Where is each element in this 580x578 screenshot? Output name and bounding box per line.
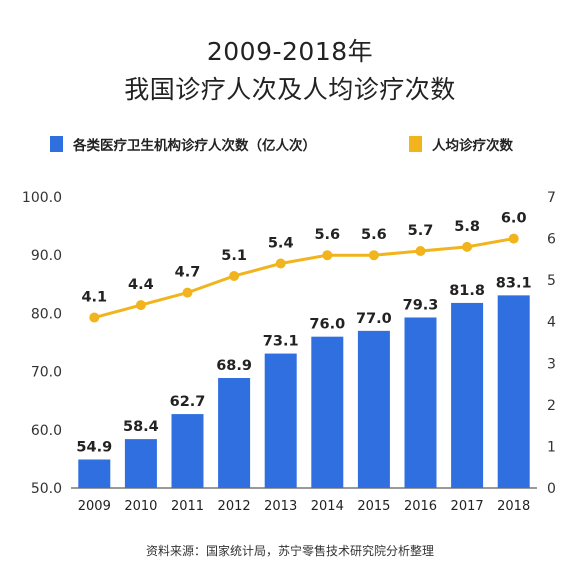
line-value-label: 5.1 bbox=[221, 248, 247, 264]
line-value-label: 4.4 bbox=[128, 277, 154, 293]
y-left-tick-label: 70.0 bbox=[31, 365, 62, 381]
y-left-tick-label: 60.0 bbox=[31, 423, 62, 439]
y-left-tick-label: 90.0 bbox=[31, 248, 62, 264]
bar-value-label: 62.7 bbox=[170, 394, 206, 410]
x-tick-label: 2012 bbox=[218, 499, 251, 514]
line-series-path bbox=[93, 237, 514, 320]
legend-item-per-capita: 人均诊疗次数 bbox=[409, 134, 513, 154]
y-right-tick-label: 3 bbox=[547, 356, 556, 372]
line-point bbox=[275, 258, 286, 269]
y-right-tick-label: 2 bbox=[547, 398, 556, 414]
line-value-label: 4.1 bbox=[81, 290, 107, 306]
line-point bbox=[182, 287, 193, 298]
legend-label-per-capita: 人均诊疗次数 bbox=[432, 138, 513, 154]
x-tick-label: 2017 bbox=[451, 499, 484, 514]
chart-title-line1: 2009-2018年 bbox=[206, 37, 374, 66]
y-right-tick-label: 7 bbox=[547, 190, 556, 206]
line-point bbox=[368, 250, 379, 261]
x-tick-label: 2014 bbox=[311, 499, 344, 514]
y-left-tick-label: 50.0 bbox=[31, 481, 62, 497]
x-tick-label: 2016 bbox=[404, 499, 437, 514]
bar-value-label: 58.4 bbox=[123, 419, 159, 435]
x-tick-label: 2018 bbox=[497, 499, 530, 514]
bar bbox=[264, 353, 297, 488]
bar-value-label: 81.8 bbox=[449, 283, 485, 299]
x-tick-label: 2015 bbox=[357, 499, 390, 514]
x-tick-label: 2013 bbox=[264, 499, 297, 514]
x-tick-label: 2009 bbox=[78, 499, 111, 514]
line-point bbox=[89, 312, 100, 323]
line-point bbox=[508, 233, 519, 244]
source-note: 资料来源：国家统计局，苏宁零售技术研究院分析整理 bbox=[145, 544, 434, 558]
bar bbox=[404, 317, 437, 488]
bar-value-label: 73.1 bbox=[263, 334, 299, 350]
bar bbox=[497, 295, 530, 488]
y-left-tick-label: 80.0 bbox=[31, 306, 62, 322]
y-right-tick-label: 4 bbox=[547, 315, 556, 331]
bar-value-label: 83.1 bbox=[496, 275, 532, 291]
bar bbox=[357, 330, 390, 488]
legend-item-visits: 各类医疗卫生机构诊疗人次数（亿人次） bbox=[50, 134, 316, 154]
line-value-label: 6.0 bbox=[501, 211, 527, 227]
y-right-tick-label: 6 bbox=[547, 232, 556, 248]
bar bbox=[171, 414, 204, 488]
line-value-label: 5.4 bbox=[268, 236, 294, 252]
bar-value-label: 76.0 bbox=[309, 317, 345, 333]
line-point bbox=[415, 246, 426, 257]
y-right-tick-label: 0 bbox=[547, 481, 556, 497]
y-left-tick-label: 100.0 bbox=[22, 190, 62, 206]
legend-label-visits: 各类医疗卫生机构诊疗人次数（亿人次） bbox=[73, 138, 316, 154]
line-value-label: 4.7 bbox=[175, 265, 201, 281]
bar bbox=[78, 459, 111, 488]
bar-value-label: 79.3 bbox=[403, 297, 439, 313]
legend-swatch-bar bbox=[50, 136, 63, 152]
x-tick-label: 2010 bbox=[124, 499, 157, 514]
line-value-label: 5.7 bbox=[408, 223, 434, 239]
y-right-tick-label: 5 bbox=[547, 273, 556, 289]
line-point bbox=[229, 270, 240, 281]
y-right-tick-label: 1 bbox=[547, 439, 556, 455]
bar bbox=[218, 378, 251, 488]
line-value-label: 5.6 bbox=[361, 227, 387, 243]
bar-value-label: 68.9 bbox=[216, 358, 252, 374]
line-value-label: 5.8 bbox=[454, 219, 480, 235]
line-point bbox=[462, 241, 473, 252]
bar-value-label: 54.9 bbox=[76, 439, 112, 455]
legend-swatch-line bbox=[409, 136, 422, 152]
bar bbox=[311, 336, 344, 488]
bar bbox=[124, 439, 157, 488]
line-point bbox=[322, 250, 333, 261]
line-value-label: 5.6 bbox=[314, 227, 340, 243]
bar bbox=[451, 302, 484, 488]
bar-value-label: 77.0 bbox=[356, 311, 392, 327]
x-tick-label: 2011 bbox=[171, 499, 204, 514]
chart-title-line2: 我国诊疗人次及人均诊疗次数 bbox=[124, 75, 456, 104]
line-point bbox=[135, 300, 146, 311]
